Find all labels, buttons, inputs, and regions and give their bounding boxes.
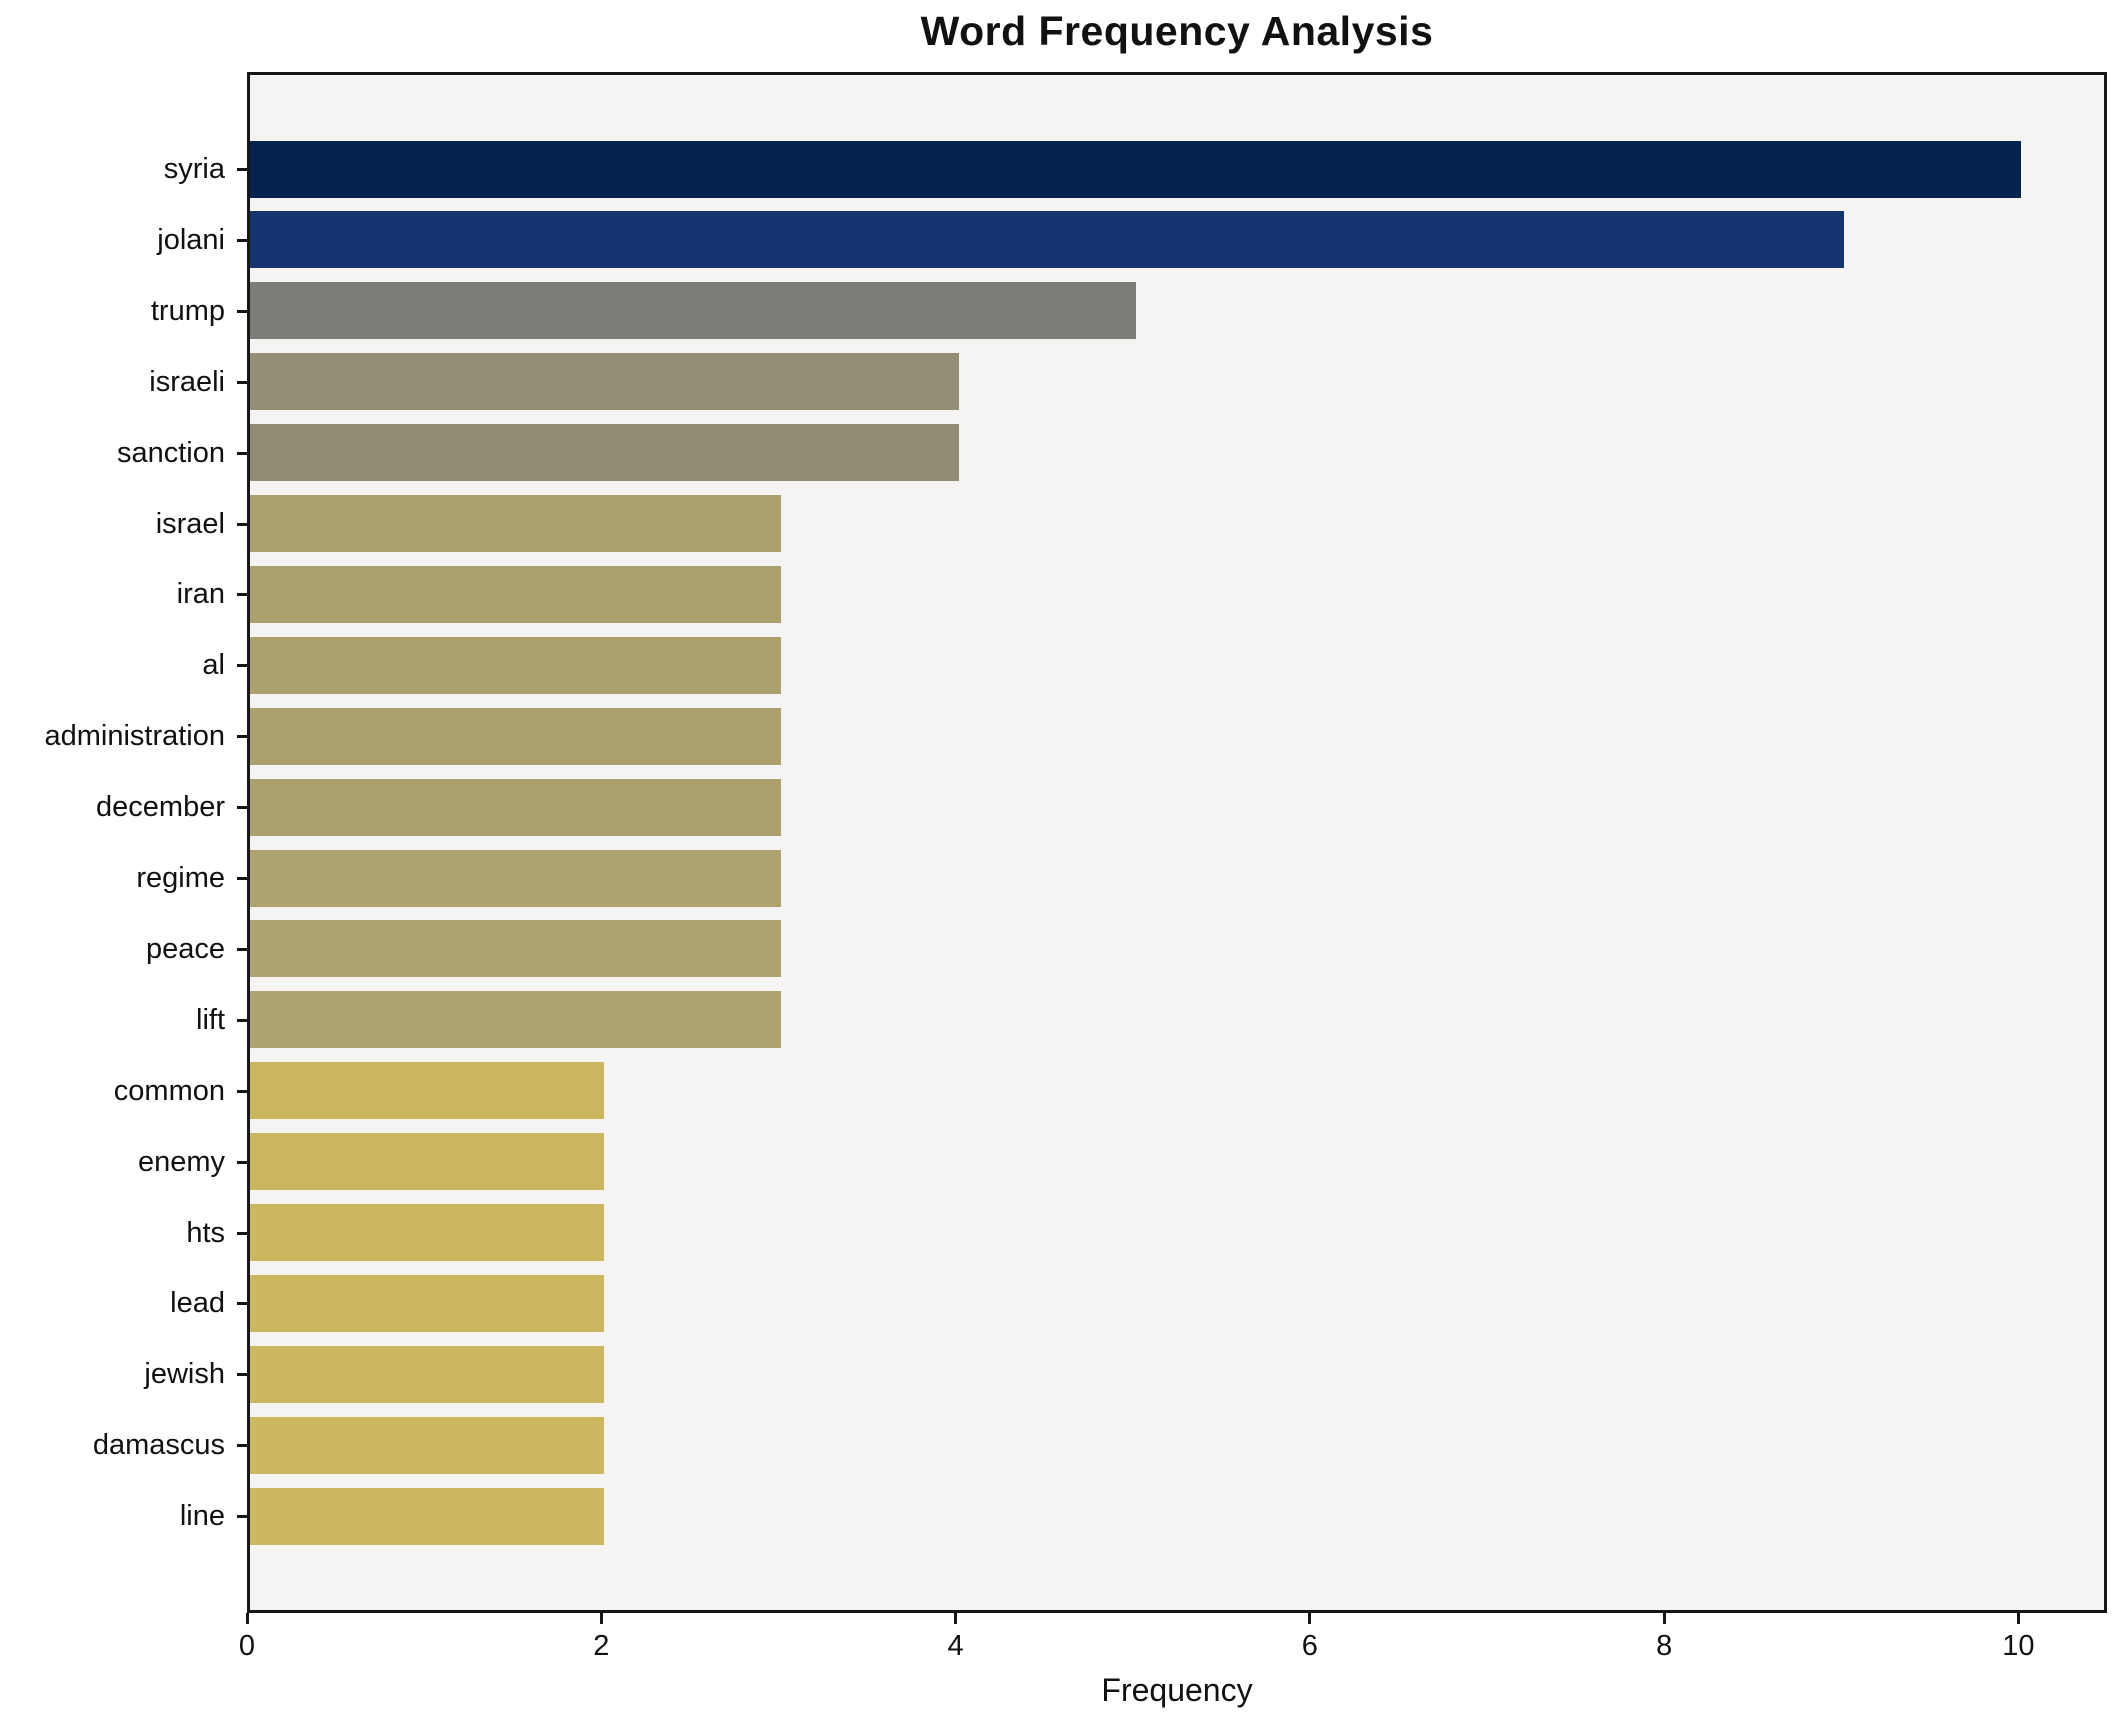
x-tick-mark [954, 1613, 958, 1624]
y-tick-label-damascus: damascus [92, 1429, 225, 1462]
bar-common [250, 1062, 605, 1120]
x-tick-label-2: 2 [593, 1630, 610, 1662]
y-tick-mark [237, 877, 247, 880]
y-tick-mark [237, 1231, 247, 1235]
y-tick-mark [237, 522, 247, 526]
y-tick-mark [237, 1160, 247, 1164]
y-tick-mark [237, 1444, 247, 1448]
y-tick-mark [237, 1373, 247, 1377]
y-tick-mark [237, 309, 247, 313]
x-axis-label: Frequency [1101, 1672, 1253, 1708]
y-tick-label-syria: syria [163, 153, 225, 185]
x-tick-mark [245, 1613, 249, 1624]
y-tick-label-israeli: israeli [149, 365, 225, 398]
bar-israeli [250, 353, 959, 411]
y-tick-mark [237, 806, 247, 810]
bar-israel [250, 495, 782, 552]
y-tick-label-line: line [179, 1500, 225, 1533]
y-tick-label-israel: israel [155, 507, 225, 540]
y-tick-label-administration: administration [44, 720, 225, 753]
bar-jewish [250, 1345, 605, 1403]
y-tick-mark [237, 1089, 247, 1093]
y-tick-label-sanction: sanction [116, 436, 225, 469]
y-tick-mark [237, 947, 247, 951]
y-tick-label-lead: lead [170, 1287, 225, 1320]
x-tick-label-4: 4 [947, 1630, 964, 1662]
y-tick-mark [237, 664, 247, 668]
bar-administration [250, 707, 782, 765]
plot-area [247, 72, 2107, 1613]
bar-jolani [250, 211, 1845, 269]
y-tick-label-december: december [96, 791, 225, 824]
y-tick-mark [237, 593, 247, 597]
bar-december [250, 778, 782, 836]
y-tick-label-hts: hts [186, 1216, 225, 1249]
x-tick-label-0: 0 [238, 1630, 256, 1662]
bar-peace [250, 920, 782, 978]
y-tick-label-lift: lift [196, 1003, 225, 1036]
y-tick-label-jewish: jewish [144, 1358, 225, 1391]
y-tick-label-trump: trump [150, 294, 225, 327]
y-tick-mark [237, 1018, 247, 1022]
y-tick-label-jolani: jolani [157, 223, 225, 256]
bar-line [250, 1487, 605, 1545]
bar-hts [250, 1204, 605, 1261]
bar-lift [250, 991, 782, 1049]
x-tick-label-8: 8 [1656, 1630, 1673, 1662]
x-tick-label-10: 10 [2002, 1630, 2035, 1662]
x-tick-mark [1308, 1613, 1312, 1624]
chart-title: Word Frequency Analysis [920, 8, 1434, 54]
y-tick-label-common: common [113, 1074, 225, 1107]
bar-enemy [250, 1133, 605, 1191]
y-tick-mark [237, 1515, 247, 1519]
y-tick-label-regime: regime [136, 862, 225, 894]
y-tick-label-peace: peace [145, 932, 225, 965]
x-tick-mark [599, 1613, 603, 1624]
bar-regime [250, 849, 782, 907]
y-tick-label-al: al [202, 649, 225, 682]
bar-sanction [250, 424, 959, 482]
x-tick-label-6: 6 [1301, 1630, 1318, 1662]
x-tick-mark [2016, 1613, 2020, 1624]
y-tick-mark [237, 451, 247, 455]
y-tick-label-iran: iran [176, 578, 225, 611]
bar-damascus [250, 1416, 605, 1474]
y-tick-mark [237, 735, 247, 739]
x-tick-mark [1662, 1613, 1666, 1624]
y-tick-label-enemy: enemy [137, 1145, 225, 1178]
bar-trump [250, 282, 1136, 340]
bar-iran [250, 565, 782, 623]
bar-syria [250, 140, 2022, 198]
y-tick-mark [237, 238, 247, 242]
bar-al [250, 636, 782, 694]
bar-lead [250, 1274, 605, 1332]
y-tick-mark [237, 380, 247, 384]
y-tick-mark [237, 1302, 247, 1306]
y-tick-mark [237, 168, 247, 171]
